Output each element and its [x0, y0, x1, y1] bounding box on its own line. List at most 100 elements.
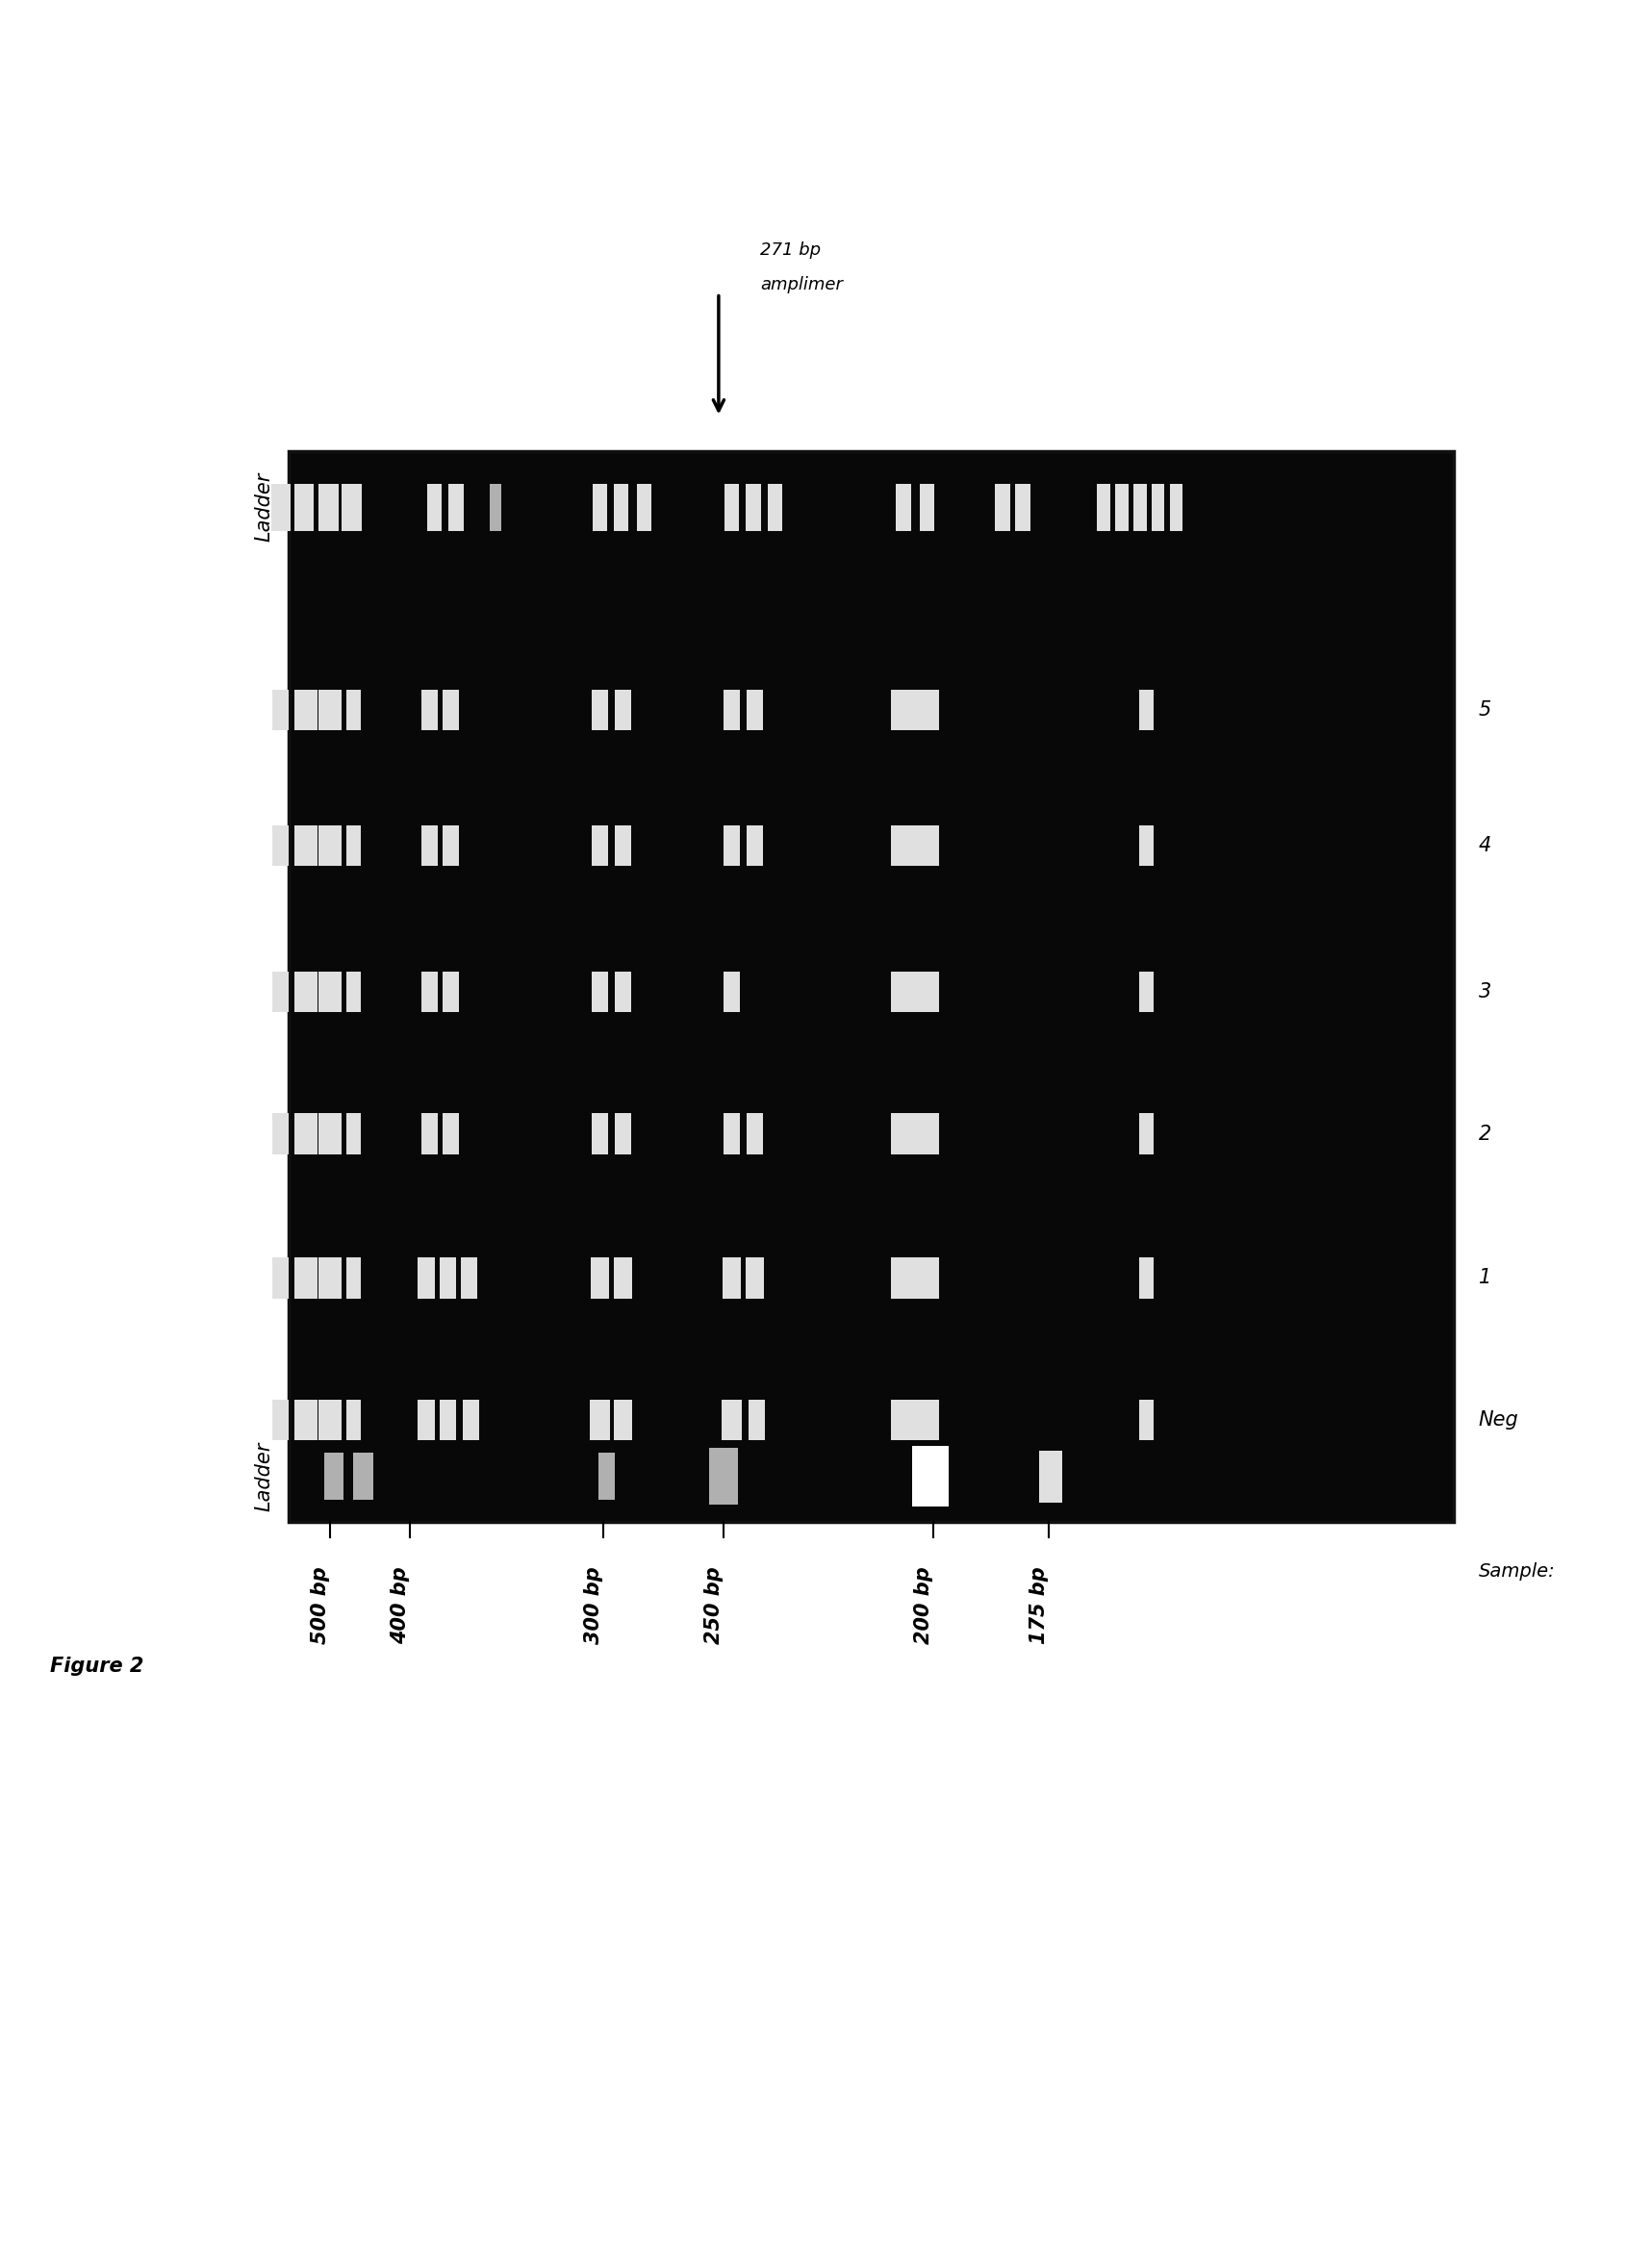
Bar	[615, 1258, 633, 1298]
Bar	[354, 1454, 373, 1501]
Bar	[324, 1454, 344, 1501]
Bar	[1097, 485, 1110, 532]
Bar	[421, 1113, 438, 1154]
Text: Figure 2: Figure 2	[50, 1657, 144, 1677]
Bar	[915, 825, 938, 866]
Bar	[347, 1113, 362, 1154]
Bar	[1140, 1400, 1153, 1440]
Bar	[748, 1400, 765, 1440]
Bar	[724, 1113, 740, 1154]
Bar	[418, 1258, 434, 1298]
Bar	[1140, 1258, 1153, 1298]
Bar	[615, 690, 631, 730]
Text: Neg: Neg	[1479, 1411, 1518, 1429]
Bar	[294, 1400, 317, 1440]
Bar	[443, 690, 459, 730]
Text: 2: 2	[1479, 1125, 1492, 1143]
Bar	[892, 1258, 917, 1298]
Bar	[273, 690, 289, 730]
Bar	[724, 971, 740, 1012]
Bar	[273, 1258, 289, 1298]
Bar	[615, 825, 631, 866]
Bar	[273, 1113, 289, 1154]
Bar	[724, 690, 740, 730]
Bar	[319, 1400, 342, 1440]
Bar	[767, 485, 781, 532]
Bar	[319, 825, 342, 866]
Bar	[1133, 485, 1146, 532]
Bar	[747, 690, 763, 730]
Bar	[892, 1400, 917, 1440]
Bar	[892, 690, 917, 730]
Bar	[426, 485, 443, 532]
Bar	[615, 485, 628, 532]
Bar	[319, 1113, 342, 1154]
Bar	[347, 971, 362, 1012]
Bar	[1014, 485, 1031, 532]
Bar	[294, 690, 317, 730]
Bar	[319, 485, 339, 532]
Bar	[591, 1113, 608, 1154]
Bar	[747, 485, 760, 532]
Bar	[591, 1258, 610, 1298]
Bar	[920, 485, 935, 532]
Bar	[421, 825, 438, 866]
Text: 5: 5	[1479, 701, 1492, 719]
Bar	[724, 825, 740, 866]
Bar	[439, 1258, 456, 1298]
Bar	[1151, 485, 1165, 532]
Bar	[418, 1400, 434, 1440]
Bar	[347, 825, 362, 866]
Bar	[273, 825, 289, 866]
Bar	[421, 971, 438, 1012]
Bar	[915, 971, 938, 1012]
Text: 300 bp: 300 bp	[583, 1567, 603, 1643]
Bar	[724, 485, 738, 532]
Bar	[747, 1113, 763, 1154]
Bar	[1140, 1113, 1153, 1154]
Text: Ladder: Ladder	[254, 473, 274, 541]
Bar	[294, 1113, 317, 1154]
Text: Ladder: Ladder	[254, 1443, 274, 1510]
Text: 500 bp: 500 bp	[311, 1567, 330, 1643]
Text: 175 bp: 175 bp	[1029, 1567, 1049, 1643]
Bar	[591, 690, 608, 730]
Bar	[892, 1113, 917, 1154]
Bar	[615, 1113, 631, 1154]
Text: 250 bp: 250 bp	[704, 1567, 724, 1643]
Bar	[892, 825, 917, 866]
Bar	[590, 1400, 610, 1440]
Bar	[1140, 690, 1153, 730]
Bar	[892, 971, 917, 1012]
Bar	[897, 485, 912, 532]
Bar	[1140, 825, 1153, 866]
Bar	[294, 485, 314, 532]
Bar	[591, 485, 608, 532]
Bar	[347, 1400, 362, 1440]
Bar	[319, 690, 342, 730]
Bar	[591, 971, 608, 1012]
Bar	[1039, 1452, 1062, 1503]
Text: Sample:: Sample:	[1479, 1562, 1555, 1580]
Bar	[463, 1400, 479, 1440]
Bar	[747, 1258, 763, 1298]
Bar	[271, 485, 291, 532]
Bar	[1170, 485, 1183, 532]
Bar	[615, 971, 631, 1012]
Bar	[722, 1400, 742, 1440]
Bar	[342, 485, 362, 532]
Bar	[1140, 971, 1153, 1012]
Text: amplimer: amplimer	[760, 275, 843, 293]
Bar	[638, 485, 651, 532]
Bar	[439, 1400, 456, 1440]
Bar	[273, 1400, 289, 1440]
Bar	[319, 1258, 342, 1298]
Bar	[347, 1258, 362, 1298]
Bar	[461, 1258, 477, 1298]
Bar	[591, 825, 608, 866]
Bar	[443, 825, 459, 866]
Bar	[289, 451, 1454, 1521]
Bar	[915, 690, 938, 730]
Text: 200 bp: 200 bp	[914, 1567, 933, 1643]
Text: 4: 4	[1479, 836, 1492, 854]
